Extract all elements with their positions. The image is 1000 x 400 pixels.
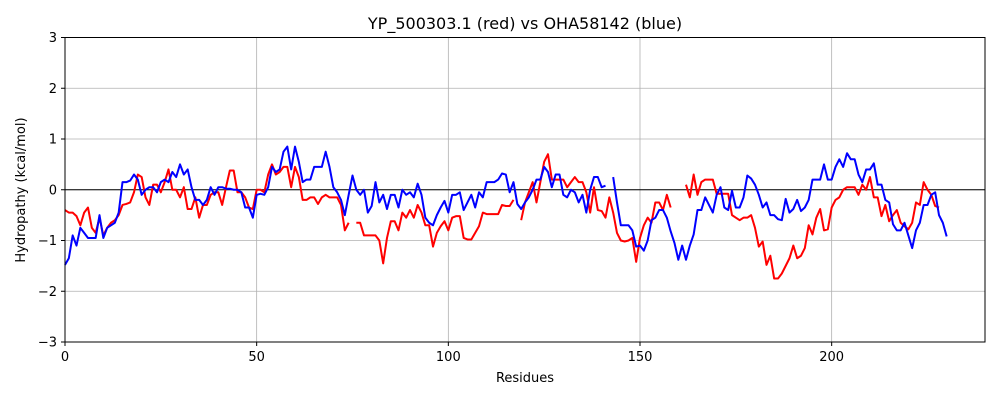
y-tick-label: −1 [38,234,57,249]
y-tick-label: 2 [49,82,57,97]
series-blue-line [612,152,948,261]
y-tick-label: −2 [38,285,57,300]
series-red-line [520,153,672,263]
y-tick-label: 1 [49,133,57,148]
x-tick-label: 100 [436,350,461,365]
tick-layer: 0 50 100 150 200 −3 −2 −1 0 1 2 3 [38,31,844,365]
series-blue-line [64,145,606,266]
y-tick-label: 0 [49,183,57,198]
y-axis-label: Hydropathy (kcal/mol) [14,117,29,262]
x-tick-label: 150 [628,350,653,365]
chart-title: YP_500303.1 (red) vs OHA58142 (blue) [367,14,682,34]
x-tick-label: 0 [61,350,69,365]
y-tick-label: −3 [38,336,57,351]
series-red-line [356,199,515,265]
series-red-line [64,163,350,237]
series-red-line [685,173,940,280]
x-tick-label: 200 [819,350,844,365]
series-layer [64,145,948,280]
series-red [64,153,940,280]
series-blue [64,145,948,266]
y-tick-label: 3 [49,31,57,46]
x-axis-label: Residues [496,371,554,386]
x-tick-label: 50 [248,350,265,365]
